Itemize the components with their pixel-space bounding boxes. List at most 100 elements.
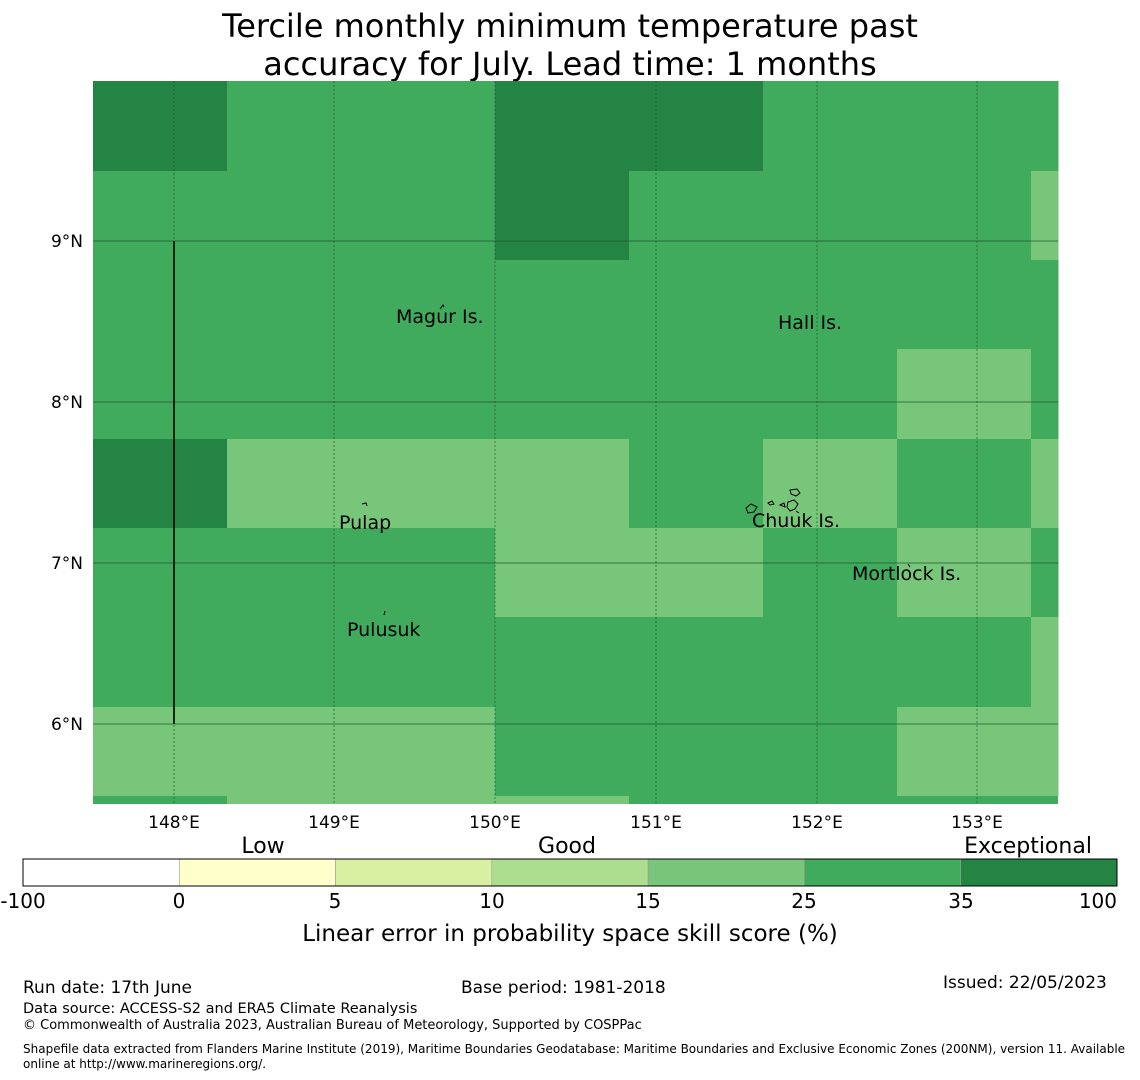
skill-cell — [361, 81, 496, 172]
skill-cell — [1031, 349, 1059, 440]
colorbar-tick-label: 25 — [791, 889, 816, 913]
colorbar-tick-label: 10 — [479, 889, 504, 913]
bottom-strip-cell — [93, 796, 227, 804]
chuuk-island-shape — [745, 488, 801, 514]
colorbar-tick-label: -100 — [0, 889, 45, 913]
skill-cell — [763, 171, 898, 261]
skill-cell — [361, 528, 496, 618]
skill-cell — [763, 617, 898, 708]
skill-cell — [495, 260, 630, 350]
skill-cell — [897, 349, 1032, 440]
lat-tick-label: 6°N — [51, 715, 83, 735]
skill-cell — [361, 617, 496, 708]
mortlock-island-shape — [907, 563, 911, 568]
skill-cell — [495, 81, 630, 172]
skill-cell — [763, 81, 898, 172]
skill-cell — [93, 349, 228, 440]
lat-tick-label: 9°N — [51, 232, 83, 252]
place-label-mortlock: Mortlock Is. — [852, 563, 961, 585]
skill-cell — [227, 617, 362, 708]
bottom-strip-cell — [495, 796, 629, 804]
skill-cell — [361, 260, 496, 350]
pulap-island-shape — [361, 502, 368, 507]
copyright: © Commonwealth of Australia 2023, Austra… — [23, 1018, 642, 1033]
skill-cell — [897, 707, 1032, 797]
skill-cell — [897, 81, 1032, 172]
base-period: Base period: 1981-2018 — [461, 978, 666, 998]
skill-cell — [227, 439, 362, 529]
colorbar-tick-label: 35 — [948, 889, 973, 913]
bottom-edge-strips — [93, 796, 1058, 804]
skill-cell — [1031, 81, 1059, 172]
skill-cell — [361, 707, 496, 797]
lat-tick-label: 8°N — [51, 393, 83, 413]
skill-cell — [1031, 260, 1059, 350]
colorbar-segments — [22, 858, 1118, 887]
place-label-chuuk: Chuuk Is. — [752, 510, 840, 532]
colorbar-frame — [22, 858, 1118, 887]
lon-tick-label: 150°E — [469, 813, 521, 833]
skill-cell — [227, 707, 362, 797]
lon-tick-label: 152°E — [791, 813, 843, 833]
lat-tick-labels: 9°N 8°N 7°N 6°N — [51, 232, 83, 735]
map-title-line-1: Tercile monthly minimum temperature past — [222, 7, 918, 45]
skill-cell — [629, 171, 764, 261]
colorbar-tick-label: 5 — [329, 889, 342, 913]
skill-cell — [93, 260, 228, 350]
lon-tick-label: 151°E — [630, 813, 682, 833]
skill-cell — [897, 171, 1032, 261]
skill-cell — [897, 528, 1032, 618]
colorbar-tick-label: 15 — [635, 889, 660, 913]
colorbar-segment — [804, 858, 962, 887]
colorbar: Low Good Exceptional -100 0 5 10 15 25 3… — [0, 834, 1118, 947]
lon-tick-labels: 148°E 149°E 150°E 151°E 152°E 153°E — [148, 813, 1003, 833]
skill-cell — [1031, 439, 1059, 529]
skill-cell — [763, 439, 898, 529]
skill-cell — [93, 617, 228, 708]
skill-cell — [361, 171, 496, 261]
lon-tick-label: 148°E — [148, 813, 200, 833]
place-label-hall: Hall Is. — [778, 312, 842, 334]
lon-tick-label: 153°E — [951, 813, 1003, 833]
colorbar-segment — [178, 858, 336, 887]
skill-cell — [227, 81, 362, 172]
skill-cell — [93, 171, 228, 261]
colorbar-tick-labels: -100 0 5 10 15 25 35 100 — [0, 889, 1117, 913]
colorbar-segment — [647, 858, 805, 887]
magur-island-shape — [439, 304, 445, 310]
skill-cell — [495, 349, 630, 440]
skill-cell — [361, 439, 496, 529]
bottom-strip-cell — [629, 796, 1058, 804]
colorbar-category-exceptional: Exceptional — [964, 834, 1092, 859]
skill-cell — [93, 439, 228, 529]
shapefile-note: Shapefile data extracted from Flanders M… — [23, 1042, 1126, 1071]
island-outlines — [361, 304, 911, 616]
skill-cell — [93, 81, 228, 172]
skill-cell — [361, 349, 496, 440]
pulusuk-island-shape — [383, 610, 386, 616]
map-title-line-2: accuracy for July. Lead time: 1 months — [263, 45, 877, 83]
colorbar-segment — [491, 858, 649, 887]
skill-cell — [897, 260, 1032, 350]
skill-cell — [227, 528, 362, 618]
skill-cell — [629, 528, 764, 618]
skill-cell — [629, 439, 764, 529]
skill-cell — [93, 528, 228, 618]
lat-tick-label: 7°N — [51, 554, 83, 574]
skill-map: 148°E 149°E 150°E 151°E 152°E 153°E 9°N … — [0, 81, 1118, 947]
skill-cell — [897, 617, 1032, 708]
colorbar-segment — [335, 858, 493, 887]
skill-cell — [1031, 528, 1059, 618]
skill-cell — [495, 171, 630, 261]
skill-cell — [629, 260, 764, 350]
lon-tick-label: 149°E — [308, 813, 360, 833]
skill-cell — [763, 260, 898, 350]
place-label-pulusuk: Pulusuk — [347, 619, 420, 641]
skill-cell — [495, 707, 630, 797]
skill-cell — [227, 349, 362, 440]
skill-cell — [1031, 617, 1059, 708]
skill-cell — [1031, 707, 1059, 797]
place-labels: Magur Is. Hall Is. Pulap Chuuk Is. Mortl… — [339, 306, 961, 641]
skill-grid — [93, 81, 1059, 797]
skill-cell — [93, 707, 228, 797]
